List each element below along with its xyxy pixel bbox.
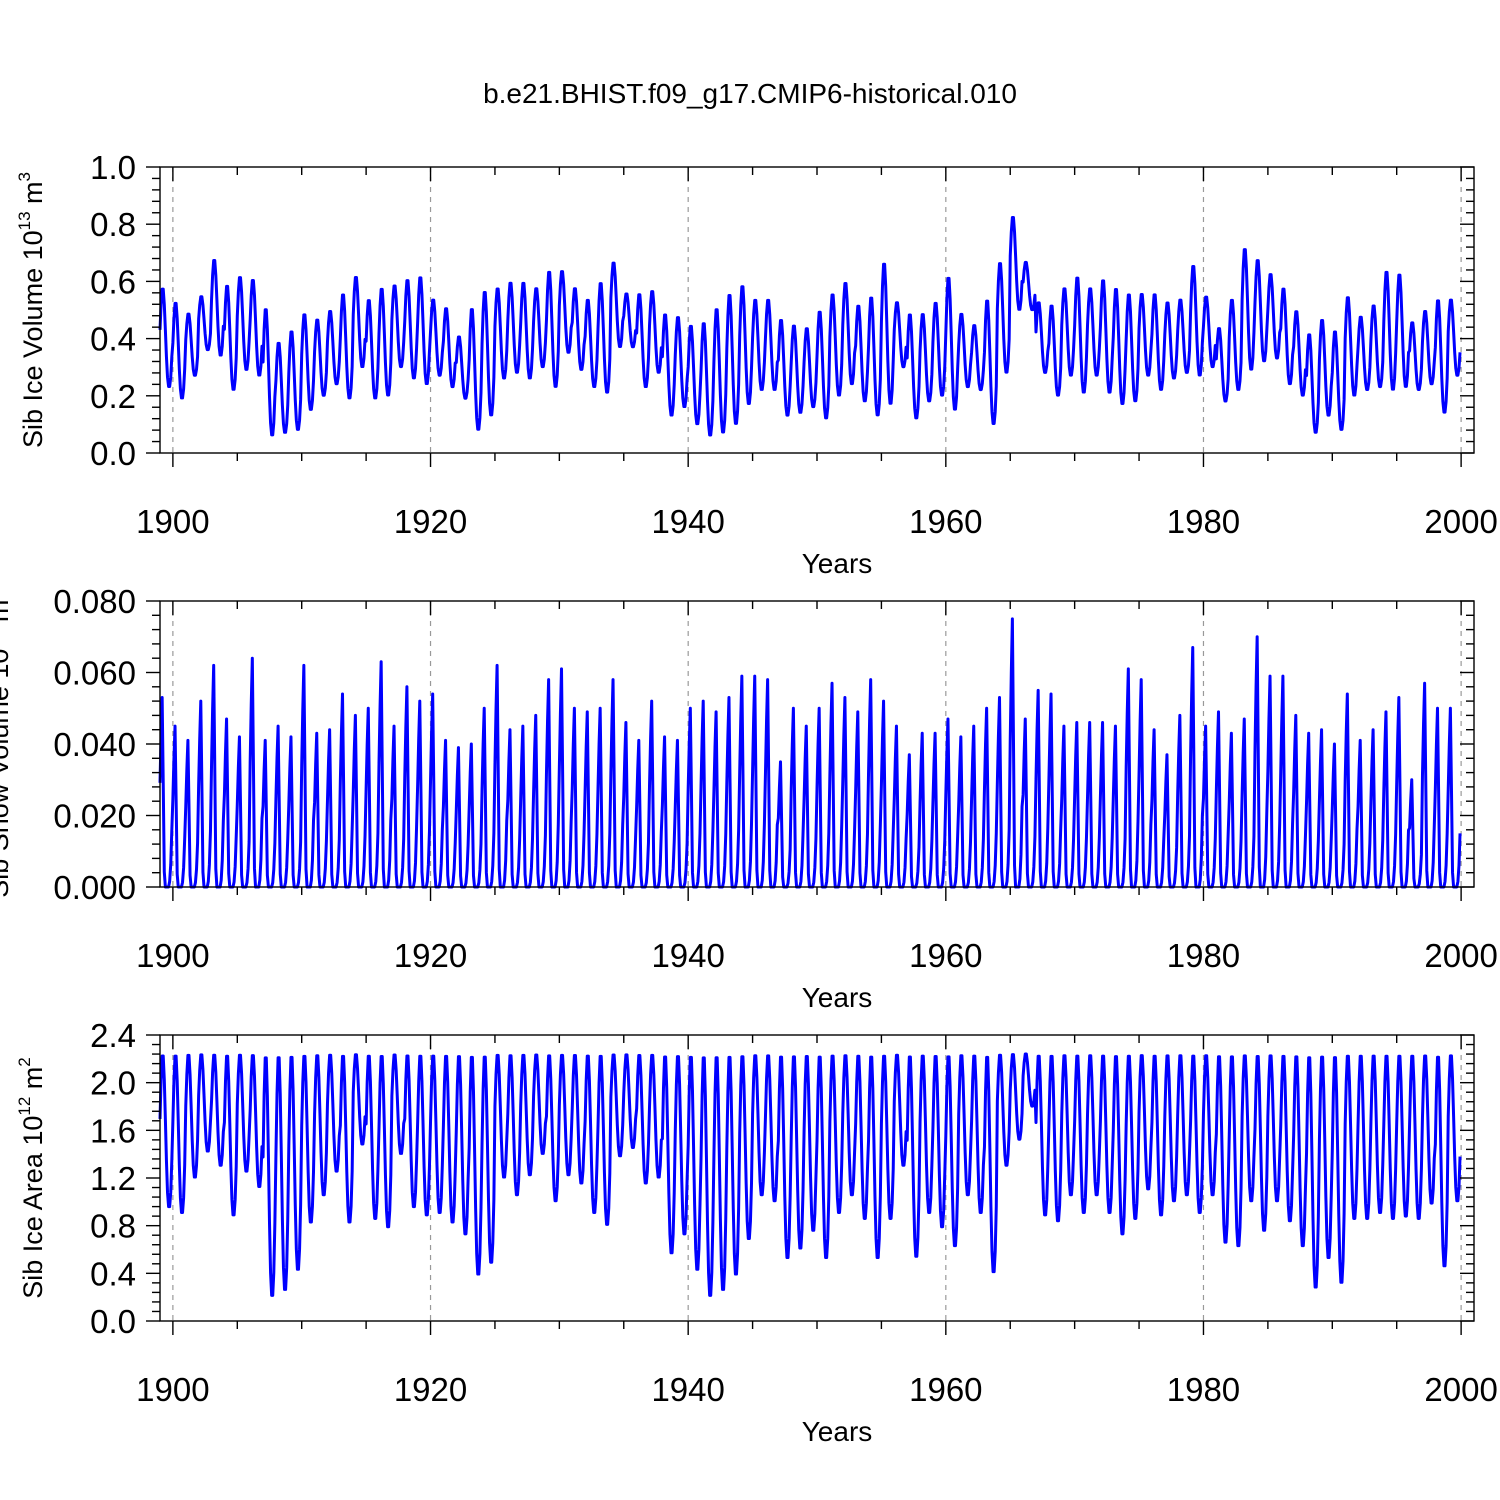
x-tick-label: 2000 xyxy=(1424,937,1497,974)
x-tick-label: 1980 xyxy=(1167,1371,1240,1408)
x-axis-title: Years xyxy=(802,1416,873,1447)
x-axis-title: Years xyxy=(802,982,873,1013)
x-tick-label: 2000 xyxy=(1424,1371,1497,1408)
x-tick-label: 1960 xyxy=(909,1371,982,1408)
y-tick-label: 1.0 xyxy=(90,149,136,186)
x-tick-label: 2000 xyxy=(1424,503,1497,540)
panels: 1900 1920 1940 1960 1980 20000.00.20.40.60.81… xyxy=(0,149,1498,1447)
x-tick-label: 1900 xyxy=(136,1371,209,1408)
panel-2: 1900 1920 1940 1960 1980 2000 0.000 0.020 0.040 0… xyxy=(0,583,1498,1013)
y-axis-title-part: Sib Ice Area 10 xyxy=(18,1116,48,1299)
x-tick-label: 1960 xyxy=(909,503,982,540)
y-axis-title-part: 2 xyxy=(15,1057,34,1066)
x-tick-label: 1940 xyxy=(651,503,724,540)
x-tick-label: 1940 xyxy=(651,1371,724,1408)
x-tick-label: 1920 xyxy=(394,1371,467,1408)
panel-3: 1900 1920 1940 1960 1980 2000 0.0 0.4 0.8 1.2 1.6 2… xyxy=(15,1017,1498,1447)
y-tick-label: 0.000 xyxy=(53,869,136,906)
y-tick-label: 2.4 xyxy=(90,1017,136,1054)
series-line xyxy=(158,216,1462,437)
y-tick-label: 1.2 xyxy=(90,1160,136,1197)
series-line xyxy=(158,1052,1462,1297)
y-axis-title-part: 3 xyxy=(15,172,34,181)
y-tick-label: 0.0 xyxy=(90,1303,136,1340)
y-axis-title-part: m xyxy=(18,181,48,211)
y-tick-label: 0.2 xyxy=(90,378,136,415)
y-axis-title-part: m xyxy=(0,600,14,630)
y-tick-label: 1.6 xyxy=(90,1112,136,1149)
y-tick-label: 0.6 xyxy=(90,263,136,300)
x-tick-label: 1920 xyxy=(394,503,467,540)
x-tick-label: 1900 xyxy=(136,503,209,540)
y-tick-label: 0.040 xyxy=(53,726,136,763)
panel-1: 1900 1920 1940 1960 1980 2000 0.0 0.2 0.4 0.6 0.8 1… xyxy=(15,149,1498,579)
y-axis-title-part: Sib Ice Volume 10 xyxy=(18,230,48,448)
series-line xyxy=(158,617,1462,889)
y-axis-title: Sib Ice Area 1012 m2 xyxy=(15,1057,48,1299)
x-tick-label: 1940 xyxy=(651,937,724,974)
y-tick-label: 0.8 xyxy=(90,206,136,243)
y-tick-label: 0.060 xyxy=(53,655,136,692)
y-tick-label: 0.8 xyxy=(90,1208,136,1245)
x-axis-title: Years xyxy=(802,548,873,579)
y-axis-title-part: Sib Snow Volume 10 xyxy=(0,649,14,898)
y-axis-title: Sib Ice Volume 1013 m3 xyxy=(15,172,48,448)
y-tick-label: 0.4 xyxy=(90,1255,136,1292)
y-tick-label: 0.4 xyxy=(90,321,136,358)
x-tick-label: 1980 xyxy=(1167,503,1240,540)
y-tick-label: 0.020 xyxy=(53,798,136,835)
y-tick-label: 2.0 xyxy=(90,1065,136,1102)
y-axis-title-part: m xyxy=(18,1067,48,1097)
y-tick-label: 0.080 xyxy=(53,583,136,620)
x-tick-label: 1960 xyxy=(909,937,982,974)
chart-title: b.e21.BHIST.f09_g17.CMIP6-historical.010 xyxy=(483,78,1017,109)
y-axis-title: Sib Snow Volume 1013 m3 xyxy=(0,590,14,898)
y-axis-title-part: 12 xyxy=(15,1097,34,1116)
x-tick-label: 1920 xyxy=(394,937,467,974)
y-axis-title-part: 13 xyxy=(15,211,34,230)
x-tick-label: 1980 xyxy=(1167,937,1240,974)
y-tick-label: 0.0 xyxy=(90,435,136,472)
x-tick-label: 1900 xyxy=(136,937,209,974)
